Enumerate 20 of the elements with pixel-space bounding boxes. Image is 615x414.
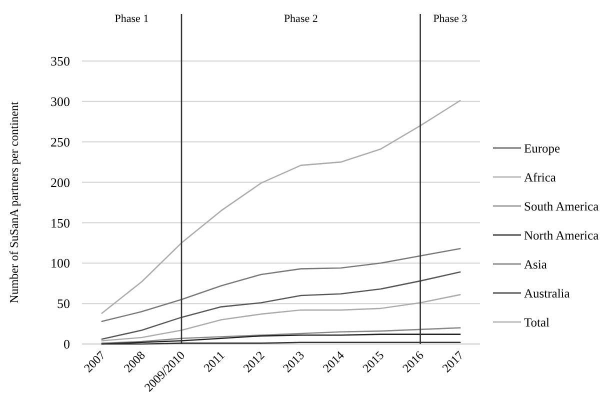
y-tick-label: 250 xyxy=(50,134,70,150)
legend-label: South America xyxy=(524,199,600,214)
legend-label: Europe xyxy=(524,141,561,156)
text: Phase 1 xyxy=(114,13,149,25)
y-tick-label: 200 xyxy=(50,174,70,190)
y-axis-title: Number of SuSanA partners per continent xyxy=(7,101,21,304)
y-tick-label: 300 xyxy=(50,94,70,109)
legend-label: Africa xyxy=(524,170,556,184)
y-tick-label: 150 xyxy=(50,215,70,230)
x-tick-label: 2011 xyxy=(200,348,228,375)
text: Phase 2 xyxy=(284,13,318,25)
y-tick-label: 350 xyxy=(50,54,70,69)
text: Phase 3 xyxy=(433,13,468,25)
y-tick-label: 100 xyxy=(50,256,70,271)
legend-label: Total xyxy=(524,315,550,330)
legend-label: Australia xyxy=(524,286,570,300)
y-tick-label: 50 xyxy=(57,296,70,312)
y-tick-label: 0 xyxy=(64,336,70,352)
legend-label: Asia xyxy=(524,257,548,272)
legend-label: North America xyxy=(524,228,600,242)
